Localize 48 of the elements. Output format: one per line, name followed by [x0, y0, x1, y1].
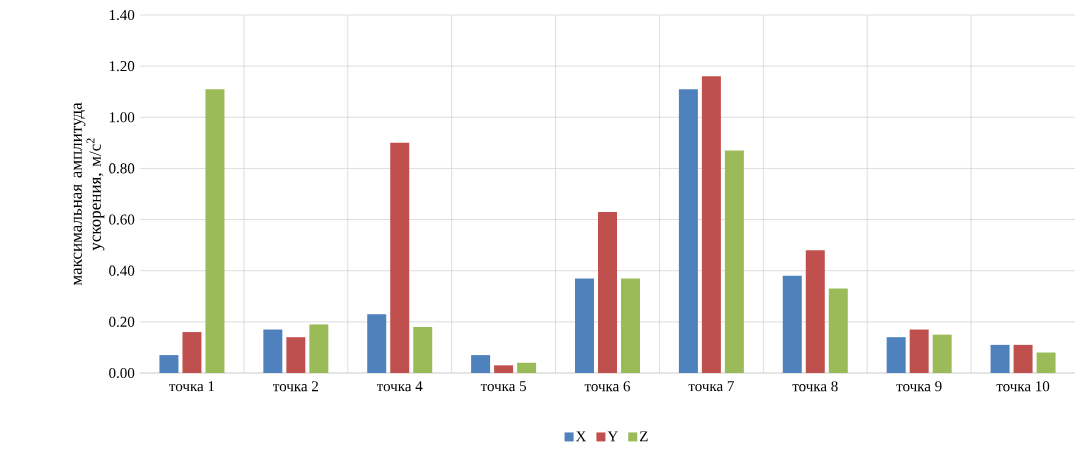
- bar: [828, 288, 848, 373]
- bar: [909, 329, 929, 373]
- bar: [1036, 352, 1056, 373]
- x-tick-label: точка 1: [169, 381, 215, 392]
- bar: [805, 250, 825, 373]
- x-tick-label: точка 2: [273, 381, 318, 392]
- legend-label: Y: [607, 431, 618, 442]
- bar: [205, 89, 225, 373]
- bar: [724, 150, 744, 373]
- bar: [494, 365, 514, 373]
- x-tick-label: точка 8: [792, 381, 838, 392]
- x-tick-label: точка 10: [996, 381, 1050, 392]
- bar: [367, 314, 387, 373]
- bar: [575, 278, 595, 373]
- bar: [932, 334, 952, 373]
- y-tick-label: 0.20: [109, 316, 135, 327]
- bar: [159, 355, 179, 373]
- x-tick-label: точка 9: [896, 381, 942, 392]
- y-tick-label: 0.80: [109, 163, 135, 174]
- bar: [990, 344, 1010, 373]
- y-tick-label: 1.00: [109, 112, 135, 123]
- y-tick-label: 0.40: [109, 265, 135, 276]
- bar: [678, 89, 698, 373]
- legend-label: X: [575, 431, 587, 442]
- bar: [286, 337, 306, 373]
- y-tick-label: 0.60: [109, 214, 135, 225]
- y-axis-title: максимальная амплитуда ускорения, м/с$^{2}$: [73, 102, 105, 286]
- x-tick-label: точка 7: [688, 381, 734, 392]
- bar: [1013, 344, 1033, 373]
- bar: [886, 337, 906, 373]
- bar: [701, 76, 721, 373]
- x-tick-label: точка 4: [376, 381, 423, 392]
- legend-label: Z: [639, 431, 648, 442]
- y-tick-label: 0.00: [109, 367, 135, 379]
- bar: [182, 332, 202, 373]
- bar: [621, 278, 641, 373]
- bar: [390, 142, 410, 373]
- bar: [471, 355, 491, 373]
- bar: [309, 324, 329, 373]
- y-tick-label: 1.40: [109, 9, 135, 21]
- x-tick-label: точка 5: [480, 381, 527, 392]
- y-tick-label: 1.20: [109, 61, 135, 72]
- bar: [782, 275, 802, 373]
- bar: [263, 329, 283, 373]
- bar: [413, 326, 433, 373]
- bar: [598, 211, 618, 373]
- x-tick-label: точка 6: [584, 381, 631, 392]
- bar: [517, 362, 537, 373]
